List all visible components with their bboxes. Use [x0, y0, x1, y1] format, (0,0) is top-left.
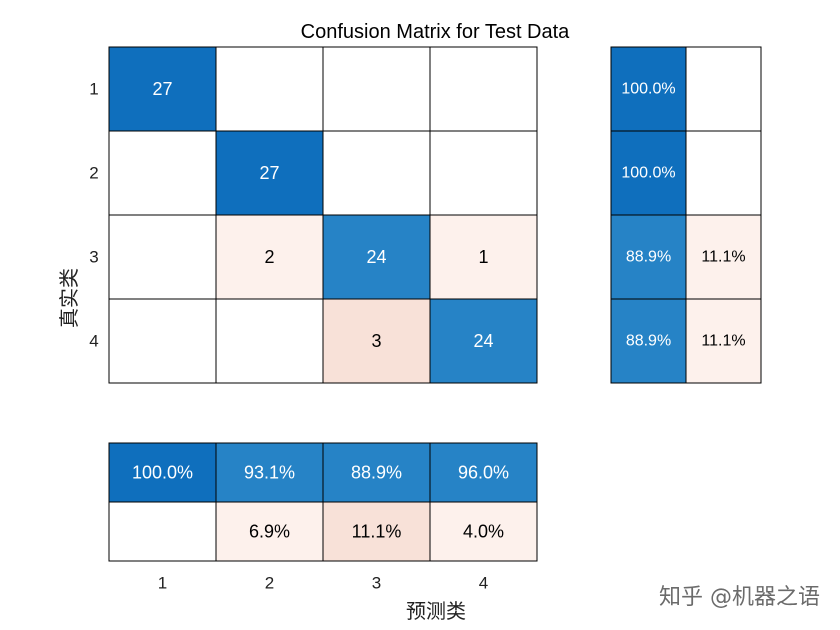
row-tick-label: 3	[89, 248, 98, 267]
row-summary-cell	[685, 298, 762, 384]
column-summary-value: 96.0%	[458, 463, 509, 483]
matrix-cell	[108, 298, 217, 384]
column-summary-cell	[429, 442, 538, 503]
column-summary-value: 88.9%	[351, 463, 402, 483]
column-summary-value: 100.0%	[132, 463, 193, 483]
matrix-cell	[215, 130, 324, 216]
chart-title: Confusion Matrix for Test Data	[301, 21, 571, 43]
row-tick-label: 2	[89, 164, 98, 183]
row-summary-value: 11.1%	[701, 249, 745, 266]
row-summary-matrix: 100.0% 100.0% 88.9% 11.1% 88.9% 11.1%	[610, 46, 762, 384]
row-summary-value: 88.9%	[626, 249, 671, 266]
column-summary-value: 93.1%	[244, 463, 295, 483]
column-tick-label: 3	[372, 574, 381, 593]
row-tick-labels: 1 2 3 4	[89, 80, 98, 351]
column-summary-cell	[108, 442, 217, 503]
row-summary-cell	[685, 46, 762, 132]
matrix-cell	[429, 46, 538, 132]
column-tick-label: 2	[265, 574, 274, 593]
matrix-cell-value: 1	[478, 247, 488, 267]
column-tick-label: 1	[158, 574, 167, 593]
row-summary-cell	[685, 130, 762, 216]
matrix-cell	[215, 298, 324, 384]
matrix-cell	[108, 214, 217, 300]
row-summary-cell	[685, 214, 762, 300]
watermark-text: 知乎 @机器之语	[659, 585, 820, 610]
matrix-cell	[215, 214, 324, 300]
column-summary-value: 4.0%	[463, 522, 504, 542]
matrix-cell-value: 27	[152, 79, 172, 99]
matrix-cell-value: 3	[371, 331, 381, 351]
column-tick-labels: 1 2 3 4	[158, 574, 488, 593]
row-tick-label: 1	[89, 80, 98, 99]
matrix-cell	[429, 298, 538, 384]
row-summary-cell	[610, 46, 687, 132]
matrix-cell	[108, 130, 217, 216]
matrix-cell	[429, 214, 538, 300]
row-tick-label: 4	[89, 332, 98, 351]
main-matrix: 27 27 2 24 1 3 24	[108, 46, 538, 384]
matrix-cell	[322, 130, 431, 216]
column-summary-value: 11.1%	[352, 522, 402, 542]
row-summary-value: 100.0%	[621, 165, 675, 182]
matrix-cell	[215, 46, 324, 132]
row-summary-value: 100.0%	[621, 81, 675, 98]
row-summary-value: 88.9%	[626, 333, 671, 350]
column-summary-cell	[215, 501, 324, 562]
matrix-cell	[322, 298, 431, 384]
matrix-cell-value: 2	[264, 247, 274, 267]
column-summary-value: 6.9%	[249, 522, 290, 542]
column-summary-cell	[322, 442, 431, 503]
column-summary-cell	[108, 501, 217, 562]
x-axis-label: 预测类	[406, 599, 466, 623]
row-summary-cell	[610, 214, 687, 300]
matrix-cell	[429, 130, 538, 216]
row-summary-value: 11.1%	[701, 333, 745, 350]
column-tick-label: 4	[479, 574, 488, 593]
column-summary-cell	[322, 501, 431, 562]
column-summary-matrix: 100.0% 93.1% 88.9% 96.0% 6.9% 11.1% 4.0%	[108, 442, 538, 562]
column-summary-cell	[429, 501, 538, 562]
matrix-cell	[322, 46, 431, 132]
matrix-cell	[108, 46, 217, 132]
matrix-cell-value: 24	[473, 331, 493, 351]
y-axis-label: 真实类	[57, 268, 81, 328]
matrix-cell	[322, 214, 431, 300]
matrix-cell-value: 24	[366, 247, 386, 267]
row-summary-cell	[610, 298, 687, 384]
matrix-cell-value: 27	[259, 163, 279, 183]
